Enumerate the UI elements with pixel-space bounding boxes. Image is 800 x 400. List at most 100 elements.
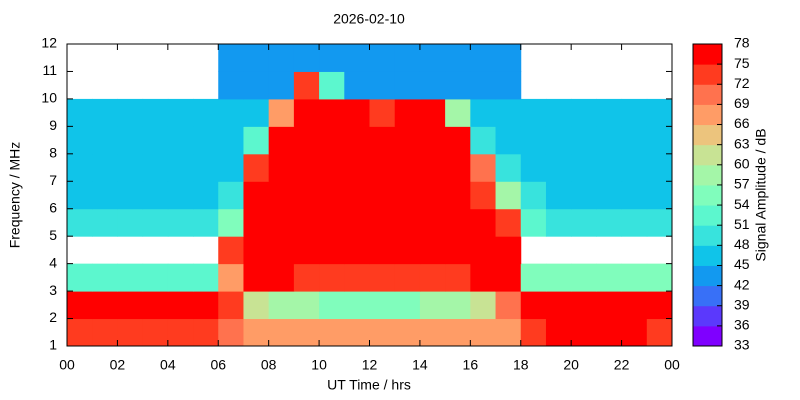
heatmap-cell [520, 263, 547, 292]
heatmap-cell [646, 98, 673, 127]
heatmap-cell [394, 126, 421, 155]
heatmap-cell [596, 291, 623, 320]
heatmap-cell [218, 181, 244, 210]
colorbar-swatch [693, 64, 722, 85]
heatmap-cell [344, 263, 370, 292]
heatmap-cell [243, 98, 270, 127]
heatmap-cell [571, 153, 597, 182]
heatmap-cell [646, 318, 673, 347]
heatmap-cell [646, 126, 673, 155]
heatmap-cell [369, 236, 396, 265]
heatmap-cell [117, 263, 144, 292]
heatmap-cell [344, 98, 370, 127]
y-tick-label: 3 [49, 282, 57, 298]
heatmap-cell [394, 71, 421, 100]
heatmap-cell [117, 153, 144, 182]
x-tick-label: 12 [362, 357, 378, 373]
colorbar-swatch [693, 164, 722, 186]
heatmap-cell [193, 291, 219, 320]
heatmap-cell [218, 44, 244, 72]
heatmap-cell [117, 126, 144, 155]
heatmap-cell [67, 181, 93, 210]
heatmap-cell [646, 263, 673, 292]
colorbar-swatch [693, 144, 722, 166]
heatmap-cell [621, 98, 648, 127]
heatmap-cell [545, 318, 572, 347]
heatmap-cell [319, 236, 345, 265]
heatmap-cell [621, 153, 648, 182]
heatmap-cell [445, 71, 471, 100]
heatmap-cell [67, 291, 93, 320]
heatmap-cell [571, 263, 597, 292]
heatmap-cell [646, 208, 673, 237]
heatmap-cell [596, 181, 623, 210]
heatmap-cell [419, 318, 446, 347]
x-tick-label: 14 [412, 357, 428, 373]
heatmap-cell [293, 126, 320, 155]
heatmap-cell [394, 236, 421, 265]
heatmap-cell [369, 318, 396, 347]
heatmap-cell [545, 181, 572, 210]
heatmap-cell [268, 98, 295, 127]
heatmap-cell [470, 208, 497, 237]
heatmap-cell [419, 236, 446, 265]
heatmap-cell [167, 263, 194, 292]
heatmap-cell [319, 71, 345, 100]
x-tick-label: 02 [110, 357, 126, 373]
colorbar-tick-label: 66 [734, 115, 750, 131]
heatmap-cell [445, 263, 471, 292]
y-tick-label: 8 [49, 145, 57, 161]
heatmap-cell [571, 318, 597, 347]
colorbar-swatch [693, 325, 722, 347]
heatmap-cell [293, 98, 320, 127]
heatmap-cell [419, 98, 446, 127]
colorbar-tick-label: 39 [734, 296, 750, 312]
heatmap-cell [193, 153, 219, 182]
x-tick-label: 16 [463, 357, 479, 373]
heatmap-cell [520, 98, 547, 127]
heatmap-cell [268, 126, 295, 155]
heatmap-cell [470, 71, 497, 100]
heatmap-cell [545, 208, 572, 237]
x-tick-label: 04 [160, 357, 176, 373]
heatmap-cell [621, 263, 648, 292]
heatmap-cell [470, 44, 497, 72]
heatmap-cell [293, 71, 320, 100]
colorbar-tick-label: 54 [734, 196, 750, 212]
heatmap-cell [293, 208, 320, 237]
heatmap-cell [445, 291, 471, 320]
heatmap-cell [167, 318, 194, 347]
heatmap-cell [621, 318, 648, 347]
heatmap-cell [167, 291, 194, 320]
heatmap-cell [596, 153, 623, 182]
heatmap-cell [319, 318, 345, 347]
heatmap-cell [344, 153, 370, 182]
heatmap-cell [495, 291, 522, 320]
x-tick-label: 00 [59, 357, 75, 373]
heatmap-cell [268, 44, 295, 72]
heatmap-cell [268, 291, 295, 320]
heatmap-cell [293, 236, 320, 265]
heatmap-cell [445, 181, 471, 210]
heatmap-cell [369, 98, 396, 127]
heatmap-cell [218, 71, 244, 100]
heatmap-cell [193, 263, 219, 292]
heatmap-cell [243, 44, 270, 72]
colorbar-swatch [693, 265, 722, 287]
heatmap-cell [293, 263, 320, 292]
heatmap-cell [520, 181, 547, 210]
heatmap-cell [344, 126, 370, 155]
heatmap-cell [319, 44, 345, 72]
heatmap-cell [167, 98, 194, 127]
heatmap-cell [319, 153, 345, 182]
heatmap-cell [344, 208, 370, 237]
colorbar-swatch [693, 225, 722, 246]
chart-title: 2026-02-10 [333, 11, 405, 27]
colorbar-tick-label: 69 [734, 95, 750, 111]
heatmap-cell [495, 236, 522, 265]
heatmap-cell [495, 44, 522, 72]
heatmap-cell [596, 208, 623, 237]
heatmap-cell [319, 98, 345, 127]
heatmap-cell [218, 98, 244, 127]
